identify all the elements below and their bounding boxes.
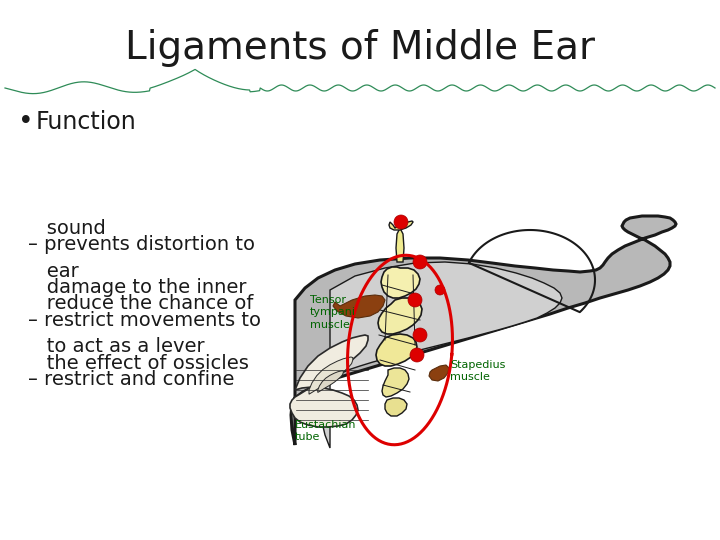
Polygon shape	[378, 298, 422, 334]
Circle shape	[394, 215, 408, 229]
Polygon shape	[382, 368, 409, 397]
Text: ear: ear	[28, 262, 78, 281]
Polygon shape	[309, 357, 353, 394]
Text: Stapedius
muscle: Stapedius muscle	[450, 360, 505, 382]
Circle shape	[413, 328, 427, 342]
Text: damage to the inner: damage to the inner	[28, 278, 246, 297]
Polygon shape	[381, 267, 420, 298]
Polygon shape	[333, 295, 385, 318]
Circle shape	[413, 255, 427, 269]
Polygon shape	[291, 216, 676, 445]
Text: reduce the chance of: reduce the chance of	[28, 294, 253, 313]
Text: – restrict movements to: – restrict movements to	[28, 310, 261, 329]
Polygon shape	[396, 228, 404, 262]
Polygon shape	[318, 371, 343, 393]
Text: •: •	[18, 109, 34, 135]
Circle shape	[410, 348, 424, 362]
Text: sound: sound	[28, 219, 106, 238]
Polygon shape	[376, 334, 417, 366]
Text: Function: Function	[36, 110, 137, 134]
Circle shape	[408, 293, 422, 307]
Polygon shape	[389, 221, 413, 230]
Polygon shape	[290, 335, 368, 427]
Polygon shape	[321, 262, 562, 448]
Text: Eustachian
tube: Eustachian tube	[295, 420, 356, 442]
Text: to act as a lever: to act as a lever	[28, 338, 204, 356]
Text: – prevents distortion to: – prevents distortion to	[28, 235, 255, 254]
Polygon shape	[385, 398, 407, 416]
Text: – restrict and confine: – restrict and confine	[28, 370, 235, 389]
Circle shape	[435, 285, 445, 295]
Polygon shape	[429, 365, 449, 381]
Text: Tensor
tympani
muscle: Tensor tympani muscle	[310, 295, 356, 330]
Text: Ligaments of Middle Ear: Ligaments of Middle Ear	[125, 29, 595, 67]
Text: the effect of ossicles: the effect of ossicles	[28, 354, 249, 373]
